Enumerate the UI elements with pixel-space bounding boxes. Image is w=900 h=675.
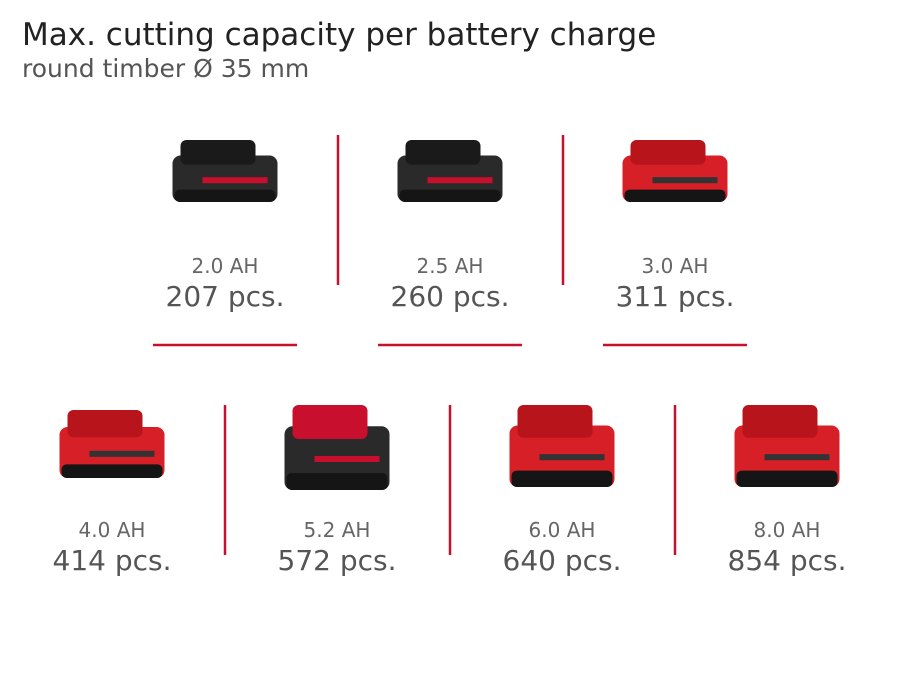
battery-icon: [284, 405, 390, 490]
capacity-label: 3.0 AH: [642, 254, 709, 278]
pieces-label: 854 pcs.: [728, 544, 847, 577]
pieces-label: 207 pcs.: [166, 280, 285, 313]
pieces-label: 311 pcs.: [616, 280, 735, 313]
battery-base: [624, 189, 726, 202]
battery-icon: [622, 140, 728, 202]
battery-icon: [172, 140, 278, 202]
capacity-label: 2.5 AH: [417, 254, 484, 278]
battery-icon: [59, 410, 165, 478]
capacity-label: 2.0 AH: [192, 254, 259, 278]
title: Max. cutting capacity per battery charge: [22, 17, 656, 53]
capacity-label: 6.0 AH: [529, 518, 596, 542]
battery-stripe: [539, 454, 605, 461]
battery-base: [61, 464, 163, 478]
battery-top: [742, 405, 818, 438]
pieces-label: 260 pcs.: [391, 280, 510, 313]
battery-stripe: [89, 450, 155, 457]
battery-top: [405, 140, 481, 165]
capacity-label: 5.2 AH: [304, 518, 371, 542]
battery-top: [630, 140, 706, 165]
battery-icon: [509, 405, 615, 487]
capacity-label: 8.0 AH: [754, 518, 821, 542]
battery-icon: [397, 140, 503, 202]
battery-base: [174, 189, 276, 202]
battery-base: [511, 470, 613, 487]
battery-stripe: [652, 177, 718, 184]
battery-top: [292, 405, 368, 439]
battery-stripe: [314, 456, 380, 462]
pieces-label: 640 pcs.: [503, 544, 622, 577]
battery-base: [399, 189, 501, 202]
pieces-label: 414 pcs.: [53, 544, 172, 577]
battery-stripe: [427, 177, 493, 184]
capacity-label: 4.0 AH: [79, 518, 146, 542]
battery-top: [180, 140, 256, 165]
battery-top: [517, 405, 593, 438]
battery-base: [286, 473, 388, 490]
battery-stripe: [764, 454, 830, 461]
pieces-label: 572 pcs.: [278, 544, 397, 577]
battery-top: [67, 410, 143, 438]
battery-base: [736, 470, 838, 487]
battery-stripe: [202, 177, 268, 184]
battery-icon: [734, 405, 840, 487]
subtitle: round timber Ø 35 mm: [22, 54, 309, 83]
